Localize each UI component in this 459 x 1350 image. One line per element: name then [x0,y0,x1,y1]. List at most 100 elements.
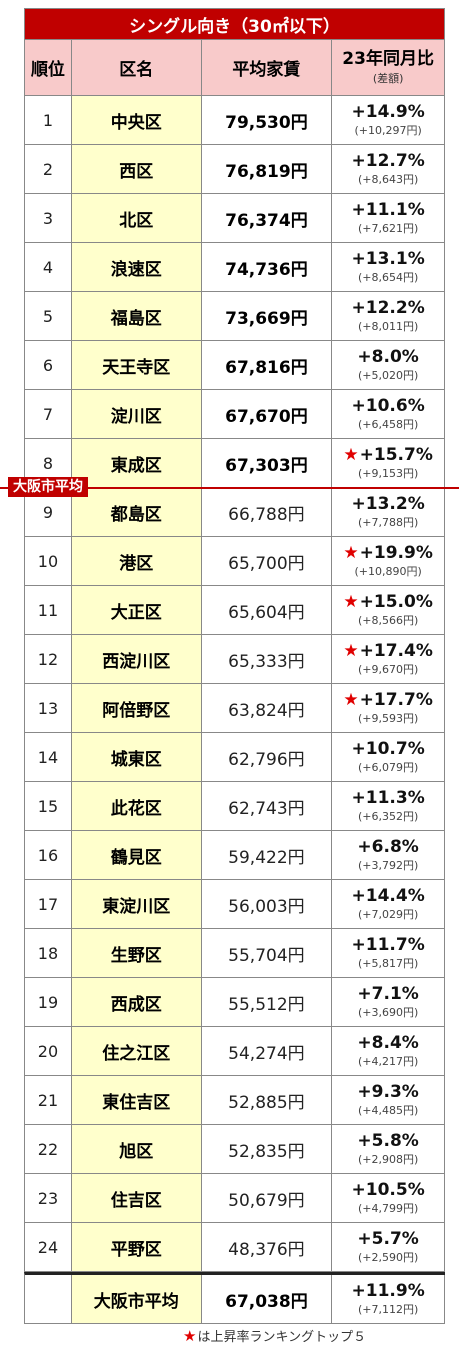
footer-note-text: は上昇率ランキングトップ５ [197,1330,367,1345]
rent-ranking-table: シングル向き（30㎡以下） 順位 区名 平均家賃 23年同月比 (差額) 1 中央… [24,8,445,1324]
yoy-cell: +10.7% (+6,079円) [332,733,445,782]
change-text: +10.7% [351,738,425,759]
yoy-cell: ★ +17.4% (+9,670円) [332,635,445,684]
header-yoy: 23年同月比 (差額) [332,40,445,96]
diff-value: (+3,792円) [357,858,419,872]
rank-cell: 13 [25,684,72,733]
change-text: +6.8% [357,836,419,857]
ward-cell: 西区 [71,145,202,194]
yoy-cell: +11.1% (+7,621円) [332,194,445,243]
rent-cell: 62,796円 [201,733,333,782]
yoy-cell: +11.3% (+6,352円) [332,782,445,831]
change-text: +8.0% [357,346,419,367]
change-value: +10.5% [352,1181,425,1200]
change-text: +8.4% [357,1032,419,1053]
table-body: 1 中央区 79,530円 +14.9% (+10,297円) 2 西区 76,819円 +12… [24,96,445,1272]
star-icon: ★ [183,1326,197,1345]
rank-cell: 21 [25,1076,72,1125]
diff-value: (+8,654円) [357,270,419,284]
ward-cell: 中央区 [71,96,202,145]
change-text: +11.1% [351,199,425,220]
ward-cell: 港区 [71,537,202,586]
star-icon: ★ [343,640,359,661]
change-text: +17.4% [359,640,433,661]
header-row: 順位 区名 平均家賃 23年同月比 (差額) [24,40,445,96]
diff-value: (+5,020円) [357,368,419,382]
change-value: ★ +17.4% [343,640,433,661]
rent-cell: 54,274円 [201,1027,333,1076]
yoy-cell: +5.8% (+2,908円) [332,1125,445,1174]
ward-cell: 西成区 [71,978,202,1027]
table-row: 8 東成区 67,303円 ★ +15.7% (+9,153円) [24,439,445,488]
change-value: ★ +15.0% [343,593,432,612]
yoy-cell: +10.6% (+6,458円) [332,390,445,439]
average-change: +11.9% [351,1280,425,1301]
yoy-cell: ★ +19.9% (+10,890円) [332,537,445,586]
yoy-cell: +12.2% (+8,011円) [332,292,445,341]
ward-cell: 平野区 [71,1223,202,1272]
rank-cell: 5 [25,292,72,341]
change-value: +7.1% [357,985,418,1004]
yoy-cell: +13.2% (+7,788円) [332,488,445,537]
rank-cell: 22 [25,1125,72,1174]
rank-cell: 20 [25,1027,72,1076]
ward-cell: 大正区 [71,586,202,635]
ward-cell: 福島区 [71,292,202,341]
ward-cell: 東住吉区 [71,1076,202,1125]
rent-cell: 52,885円 [201,1076,333,1125]
rent-cell: 52,835円 [201,1125,333,1174]
table-row: 15 此花区 62,743円 +11.3% (+6,352円) [24,782,445,831]
star-icon: ★ [343,542,359,563]
change-value: +9.3% [357,1083,418,1102]
change-value: +6.8% [357,836,419,857]
yoy-cell: +6.8% (+3,792円) [332,831,445,880]
rank-cell: 11 [25,586,72,635]
rank-cell: 3 [25,194,72,243]
table-row: 4 浪速区 74,736円 +13.1% (+8,654円) [24,243,445,292]
rent-cell: 59,422円 [201,831,333,880]
rent-cell: 66,788円 [201,488,333,537]
yoy-cell: ★ +15.7% (+9,153円) [332,439,445,488]
ward-cell: 城東区 [71,733,202,782]
rent-cell: 56,003円 [201,880,333,929]
table-row: 10 港区 65,700円 ★ +19.9% (+10,890円) [24,537,445,586]
ward-cell: 天王寺区 [71,341,202,390]
rent-cell: 67,303円 [201,439,333,488]
change-text: +5.8% [357,1130,419,1151]
change-text: +14.4% [351,885,425,906]
diff-value: (+8,643円) [357,172,419,186]
rank-cell: 9 [25,488,72,537]
ward-cell: 淀川区 [71,390,202,439]
average-yoy: +11.9% (+7,112円) [332,1275,445,1324]
change-text: +14.9% [351,101,425,122]
ward-cell: 鶴見区 [71,831,202,880]
change-value: +12.7% [352,152,425,171]
diff-value: (+5,817円) [357,956,419,970]
table-row: 22 旭区 52,835円 +5.8% (+2,908円) [24,1125,445,1174]
table-row: 12 西淀川区 65,333円 ★ +17.4% (+9,670円) [24,635,445,684]
ward-cell: 北区 [71,194,202,243]
change-value: +14.4% [351,885,425,906]
rent-cell: 50,679円 [201,1174,333,1223]
rank-cell: 12 [25,635,72,684]
yoy-cell: +5.7% (+2,590円) [332,1223,445,1272]
diff-value: (+4,217円) [357,1054,419,1068]
table-row: 17 東淀川区 56,003円 +14.4% (+7,029円) [24,880,445,929]
rank-cell: 7 [25,390,72,439]
change-value: +8.4% [357,1032,419,1053]
ward-cell: 生野区 [71,929,202,978]
table-row: 21 東住吉区 52,885円 +9.3% (+4,485円) [24,1076,445,1125]
yoy-cell: +12.7% (+8,643円) [332,145,445,194]
change-value: +13.1% [352,250,425,269]
ward-cell: 東淀川区 [71,880,202,929]
average-rent: 67,038円 [201,1275,333,1324]
table-row: 11 大正区 65,604円 ★ +15.0% (+8,566円) [24,586,445,635]
rent-cell: 74,736円 [201,243,333,292]
table-row: 3 北区 76,374円 +11.1% (+7,621円) [24,194,445,243]
change-text: +10.6% [351,395,425,416]
rent-cell: 67,670円 [201,390,333,439]
star-icon: ★ [343,444,359,465]
yoy-cell: ★ +17.7% (+9,593円) [332,684,445,733]
average-diff: (+7,112円) [357,1302,419,1316]
diff-value: (+7,029円) [357,907,419,921]
